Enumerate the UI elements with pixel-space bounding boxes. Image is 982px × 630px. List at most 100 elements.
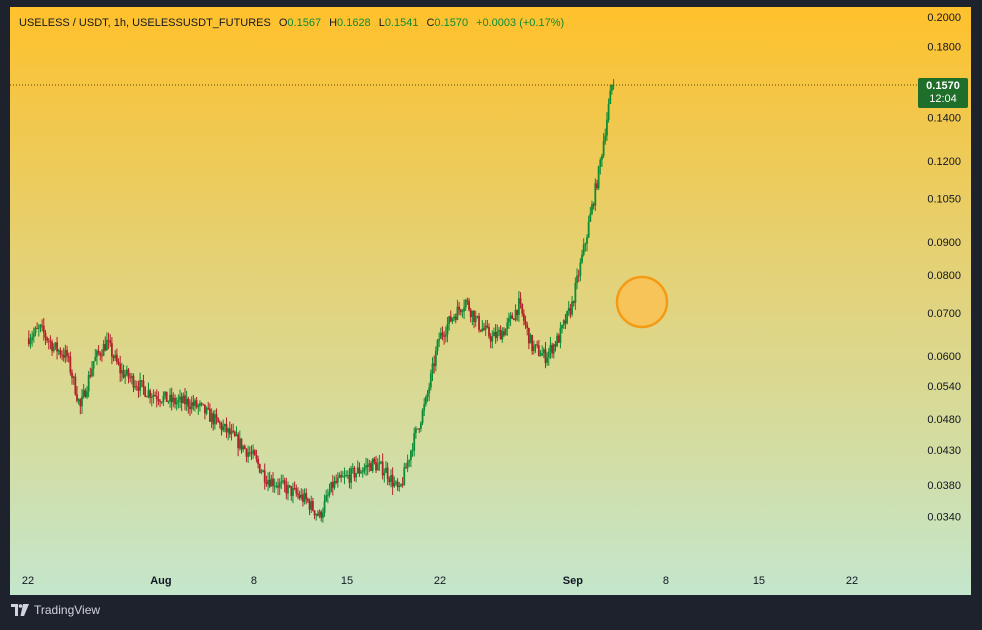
candle-body xyxy=(503,331,505,336)
candle-body xyxy=(77,399,80,401)
candle-body xyxy=(42,325,45,333)
candle-body xyxy=(592,204,595,206)
candle-body xyxy=(386,467,389,479)
candle-series xyxy=(27,79,615,523)
candle-body xyxy=(496,331,499,339)
candle-body xyxy=(277,485,279,488)
candle-body xyxy=(428,387,431,394)
candle-body xyxy=(69,356,72,373)
candle-body xyxy=(366,465,369,467)
candle-body xyxy=(335,480,338,483)
candle-body xyxy=(358,467,361,474)
candle-body xyxy=(49,341,52,343)
candle-body xyxy=(557,335,560,343)
candle-body xyxy=(200,403,203,404)
last-price-tag: 0.1570 12:04 xyxy=(918,78,968,108)
candle-body xyxy=(406,461,409,469)
candle-body xyxy=(504,328,507,336)
candle-body xyxy=(513,318,515,320)
candle-body xyxy=(321,512,324,518)
candle-body xyxy=(571,301,573,315)
candle-body xyxy=(285,484,288,494)
candle-body xyxy=(448,316,451,325)
candle-body xyxy=(331,482,334,488)
candle-body xyxy=(282,480,284,482)
candle-body xyxy=(313,510,316,516)
candle-body xyxy=(514,309,517,320)
x-tick-label: Aug xyxy=(150,575,171,587)
candle-body xyxy=(360,472,362,474)
candle-body xyxy=(449,316,452,322)
candle-body xyxy=(393,482,396,487)
candle-body xyxy=(71,372,73,378)
candle-body xyxy=(87,375,90,392)
candle-body xyxy=(383,472,386,476)
candle-body xyxy=(150,396,153,398)
price-chart[interactable]: 0.2000 0.1800 0.1570 0.1400 0.1200 0.1050 0.09… xyxy=(10,7,971,595)
candle-body xyxy=(390,475,392,482)
tradingview-logo[interactable]: TradingView xyxy=(11,603,100,617)
candle-body xyxy=(37,327,40,329)
candle-body xyxy=(31,337,34,340)
candle-body xyxy=(363,467,366,471)
candle-body xyxy=(140,380,143,381)
candle-body xyxy=(611,84,613,91)
candle-body xyxy=(461,311,464,313)
candle-body xyxy=(418,428,421,430)
candle-body xyxy=(476,315,479,317)
candle-body xyxy=(106,339,108,351)
candle-body xyxy=(300,494,303,499)
candle-body xyxy=(376,464,379,471)
candle-body xyxy=(110,343,113,357)
candle-body xyxy=(142,380,145,388)
chart-area[interactable]: 0.2000 0.1800 0.1570 0.1400 0.1200 0.1050 0.09… xyxy=(10,7,971,595)
candle-body xyxy=(411,450,414,452)
candle-body xyxy=(192,402,195,406)
candle-body xyxy=(297,493,299,495)
candle-body xyxy=(190,402,193,410)
candle-body xyxy=(157,399,160,401)
candle-body xyxy=(606,119,608,136)
candle-body xyxy=(172,397,175,403)
candle-body xyxy=(310,501,313,510)
candle-body xyxy=(591,204,593,214)
candle-body xyxy=(96,350,98,357)
candle-body xyxy=(177,399,180,403)
candle-body xyxy=(255,455,258,459)
candle-body xyxy=(491,336,494,342)
candle-body xyxy=(380,461,382,463)
candle-body xyxy=(506,322,509,329)
symbol-legend: USELESS / USDT, 1h, USELESSUSDT_FUTURES … xyxy=(19,17,564,29)
low-label: L xyxy=(378,17,385,29)
candle-body xyxy=(318,511,321,516)
candle-body xyxy=(94,356,97,362)
candle-body xyxy=(81,396,83,407)
candle-body xyxy=(549,344,552,352)
candle-body xyxy=(433,363,436,366)
candle-body xyxy=(213,414,216,425)
candle-body xyxy=(86,391,88,398)
candle-body xyxy=(262,470,264,472)
candle-body xyxy=(139,380,142,391)
candle-body xyxy=(426,393,429,397)
candle-body xyxy=(338,475,341,478)
candle-body xyxy=(308,501,311,510)
candle-body xyxy=(267,479,269,485)
y-tick-label: 0.0800 xyxy=(927,270,961,282)
candle-body xyxy=(302,494,304,502)
candle-body xyxy=(385,467,387,473)
candle-body xyxy=(160,401,163,403)
candle-body xyxy=(99,353,102,356)
y-tick-label: 0.1400 xyxy=(927,112,961,124)
y-tick-label: 0.1200 xyxy=(927,156,961,168)
candle-body xyxy=(576,275,578,284)
candle-body xyxy=(414,428,417,434)
candle-body xyxy=(215,414,218,419)
candle-body xyxy=(252,450,254,454)
candle-body xyxy=(149,390,152,398)
candle-body xyxy=(511,315,514,319)
candle-body xyxy=(47,340,50,342)
candle-body xyxy=(76,394,78,401)
y-tick-label: 0.0700 xyxy=(927,308,961,320)
candle-body xyxy=(401,484,404,485)
